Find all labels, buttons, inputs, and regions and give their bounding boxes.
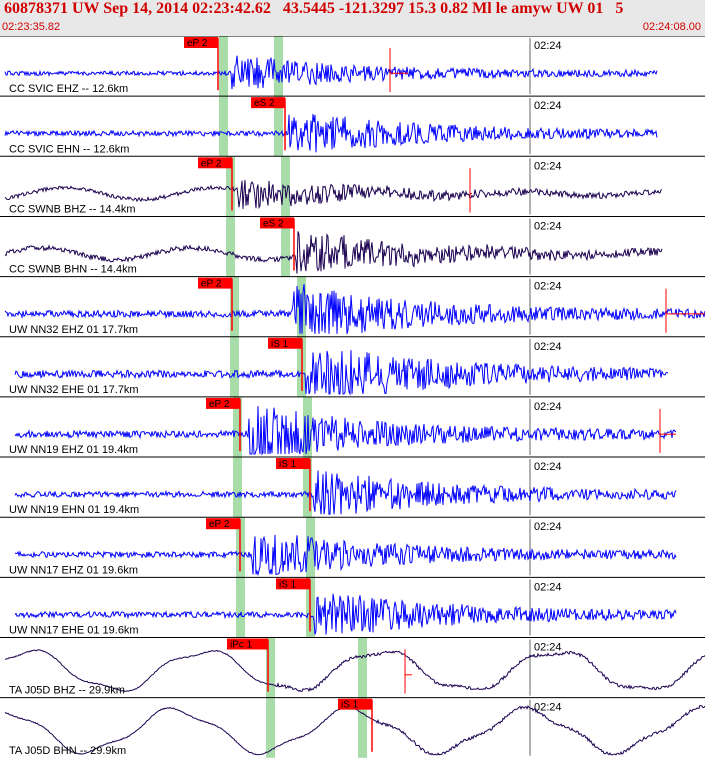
channel-label: UW NN19 EHN 01 19.4km [9,504,139,516]
pick-tag[interactable] [206,397,240,409]
p-window-bar [230,276,239,337]
tick-label: 02:24 [534,281,562,293]
pick-tag[interactable] [276,458,310,470]
tick-label: 02:24 [534,702,562,714]
trace-row[interactable]: 02:24 iS 1 UW NN32 EHE 01 17.7km [0,336,705,396]
waveform-trace [4,284,705,334]
s-window-bar [274,36,283,97]
pick-tag[interactable] [268,337,302,349]
channel-label: UW NN32 EHZ 01 17.7km [9,324,138,336]
waveform-trace [4,113,658,153]
pick-label: iS 1 [341,700,359,711]
pick-label: eS 2 [254,98,275,109]
trace-panel[interactable]: 02:24 eP 2 CC SVIC EHZ -- 12.6km 02:24 eS 2 C… [0,36,705,758]
waveform-trace [14,470,677,515]
channel-label: TA J05D BHN -- 29.9km [9,745,126,757]
tick-label: 02:24 [534,461,562,473]
pick-label: iS 1 [279,459,297,470]
channel-label: CC SWNB BHN -- 14.4km [9,264,137,276]
channel-label: UW NN17 EHE 01 19.6km [9,625,139,637]
window-start-time: 02:23:35.82 [2,21,61,33]
pick-tag[interactable] [260,217,294,229]
pick-tag[interactable] [251,97,285,109]
p-window-bar [219,36,228,97]
waveform-trace [4,55,658,90]
pick-label: eP 2 [201,279,222,290]
p-window-bar [233,396,242,458]
trace-row[interactable]: 02:24 eP 2 CC SVIC EHZ -- 12.6km [0,36,705,95]
channel-label: UW NN32 EHE 01 17.7km [9,384,139,396]
trace-row[interactable]: 02:24 eS 2 CC SVIC EHN -- 12.6km [0,95,705,155]
pick-label: eP 2 [209,399,230,410]
trace-row[interactable]: 02:24 eP 2 UW NN19 EHZ 01 19.4km [0,396,705,456]
waveform-trace [4,180,663,210]
tick-label: 02:24 [534,100,562,112]
pick-label: iPc 1 [230,640,253,651]
waveform-trace [4,231,663,274]
p-window-bar [219,96,228,157]
window-end-time: 02:24:08.00 [642,21,701,33]
s-window-bar [358,697,367,758]
p-window-bar [233,457,242,518]
pick-tag[interactable] [198,277,232,289]
pick-tag[interactable] [184,37,218,48]
p-window-bar [226,156,235,217]
pick-tag[interactable] [338,698,372,710]
tick-label: 02:24 [534,220,562,232]
s-window-bar [358,637,367,698]
pick-label: eS 2 [263,218,284,229]
channel-label: UW NN19 EHZ 01 19.4km [9,444,138,456]
waveform-trace [14,593,677,635]
s-window-bar [281,216,290,277]
pick-tag[interactable] [227,638,268,650]
trace-row[interactable]: 02:24 eP 2 UW NN32 EHZ 01 17.7km [0,276,705,336]
trace-row[interactable]: 02:24 iS 1 TA J05D BHN -- 29.9km [0,697,705,757]
s-window-bar [274,96,283,157]
tick-label: 02:24 [534,581,562,593]
p-window-bar [230,336,239,397]
channel-label: CC SVIC EHN -- 12.6km [9,143,129,155]
pick-label: iS 1 [279,579,297,590]
p-window-bar [266,697,275,758]
tick-label: 02:24 [534,160,562,172]
tick-label: 02:24 [534,341,562,353]
trace-row[interactable]: 02:24 iS 1 UW NN19 EHN 01 19.4km [0,456,705,516]
waveform-trace [14,406,677,456]
event-header: 60878371 UW Sep 14, 2014 02:23:42.62 43.… [0,0,705,36]
p-window-bar [236,577,245,638]
channel-label: CC SWNB BHZ -- 14.4km [9,203,136,215]
waveform-trace [14,350,669,396]
pick-tag[interactable] [198,157,232,169]
waveform-trace [14,534,677,577]
pick-tag[interactable] [276,578,310,590]
trace-row[interactable]: 02:24 iS 1 UW NN17 EHE 01 19.6km [0,576,705,637]
waveform-trace [4,649,705,693]
trace-row[interactable]: 02:24 eP 2 UW NN17 EHZ 01 19.6km [0,516,705,577]
trace-row[interactable]: 02:24 iPc 1 TA J05D BHZ -- 29.9km [0,637,705,697]
tick-label: 02:24 [534,642,562,654]
p-window-bar [266,637,275,698]
pick-label: eP 2 [187,38,208,49]
event-title: 60878371 UW Sep 14, 2014 02:23:42.62 43.… [4,0,624,17]
s-window-bar [281,156,290,217]
channel-label: UW NN17 EHZ 01 19.6km [9,564,138,576]
s-window-bar [303,457,312,518]
tick-label: 02:24 [534,40,562,52]
trace-row[interactable]: 02:24 eP 2 CC SWNB BHZ -- 14.4km [0,155,705,215]
p-window-bar [226,216,235,277]
trace-row[interactable]: 02:24 eS 2 CC SWNB BHN -- 14.4km [0,215,705,276]
tick-label: 02:24 [534,521,562,533]
pick-label: iS 1 [271,339,289,350]
pick-label: eP 2 [201,158,222,169]
channel-label: TA J05D BHZ -- 29.9km [9,685,125,697]
s-window-bar [306,517,315,578]
tick-label: 02:24 [534,401,562,413]
channel-label: CC SVIC EHZ -- 12.6km [9,83,128,95]
pick-label: eP 2 [209,519,230,530]
pick-tag[interactable] [206,518,240,530]
